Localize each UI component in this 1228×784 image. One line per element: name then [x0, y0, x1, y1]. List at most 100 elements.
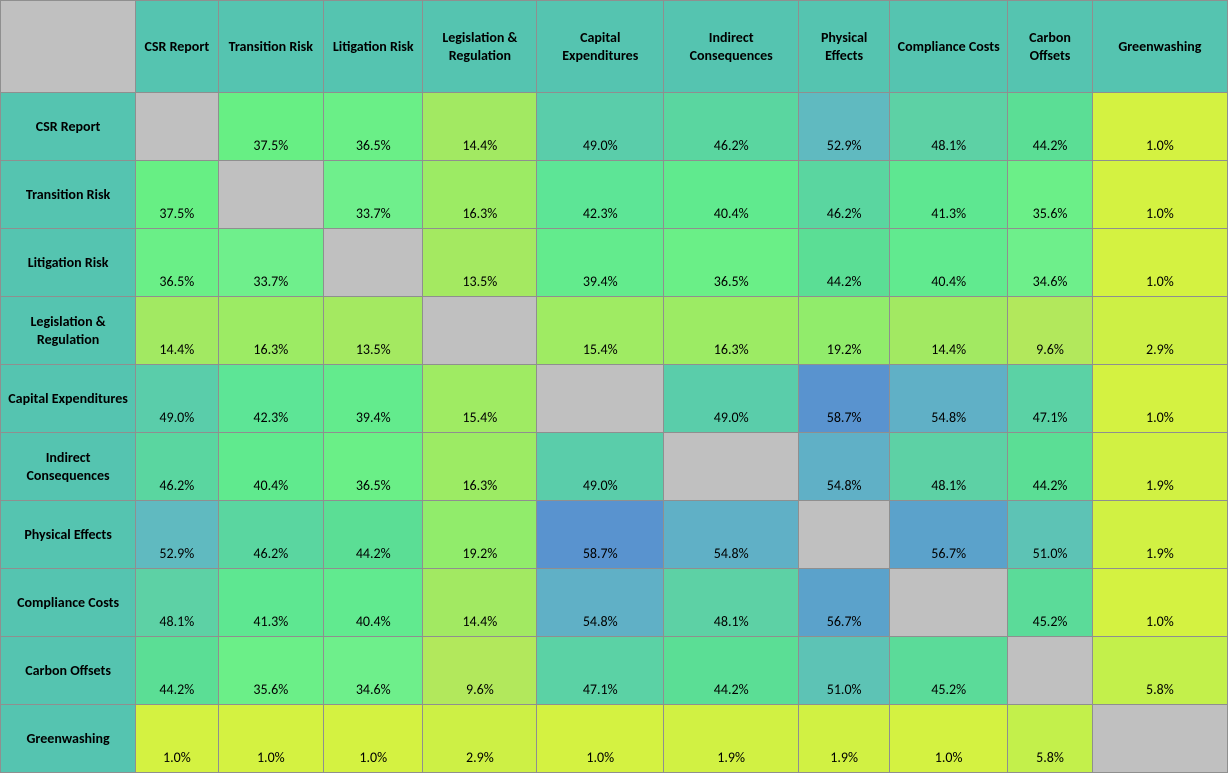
heatmap-cell: 48.1% — [890, 433, 1008, 501]
heatmap-cell: 37.5% — [218, 93, 324, 161]
heatmap-cell: 44.2% — [799, 229, 890, 297]
heatmap-cell: 54.8% — [799, 433, 890, 501]
col-header: Compliance Costs — [890, 1, 1008, 93]
diagonal-cell — [799, 501, 890, 569]
heatmap-cell: 58.7% — [537, 501, 664, 569]
heatmap-cell: 51.0% — [1008, 501, 1092, 569]
diagonal-cell — [324, 229, 423, 297]
heatmap-cell: 51.0% — [799, 637, 890, 705]
heatmap-cell: 35.6% — [1008, 161, 1092, 229]
heatmap-cell: 54.8% — [890, 365, 1008, 433]
heatmap-cell: 48.1% — [890, 93, 1008, 161]
heatmap-cell: 44.2% — [324, 501, 423, 569]
row-header: Greenwashing — [1, 705, 136, 773]
heatmap-cell: 52.9% — [136, 501, 218, 569]
heatmap-cell: 41.3% — [890, 161, 1008, 229]
heatmap-cell: 42.3% — [218, 365, 324, 433]
heatmap-cell: 48.1% — [136, 569, 218, 637]
heatmap-cell: 5.8% — [1092, 637, 1227, 705]
heatmap-cell: 1.0% — [537, 705, 664, 773]
heatmap-cell: 35.6% — [218, 637, 324, 705]
heatmap-cell: 19.2% — [423, 501, 537, 569]
heatmap-cell: 34.6% — [1008, 229, 1092, 297]
heatmap-cell: 1.0% — [218, 705, 324, 773]
row-header: CSR Report — [1, 93, 136, 161]
heatmap-cell: 1.0% — [1092, 569, 1227, 637]
heatmap-cell: 36.5% — [324, 93, 423, 161]
heatmap-cell: 36.5% — [324, 433, 423, 501]
heatmap-cell: 16.3% — [423, 161, 537, 229]
heatmap-cell: 33.7% — [218, 229, 324, 297]
heatmap-cell: 54.8% — [537, 569, 664, 637]
row-header: Legislation & Regulation — [1, 297, 136, 365]
table-row: Compliance Costs48.1%41.3%40.4%14.4%54.8… — [1, 569, 1228, 637]
table-row: Physical Effects52.9%46.2%44.2%19.2%58.7… — [1, 501, 1228, 569]
table-row: Litigation Risk36.5%33.7%13.5%39.4%36.5%… — [1, 229, 1228, 297]
row-header: Litigation Risk — [1, 229, 136, 297]
heatmap-cell: 46.2% — [664, 93, 799, 161]
heatmap-cell: 49.0% — [537, 93, 664, 161]
heatmap-cell: 1.9% — [1092, 433, 1227, 501]
col-header: Physical Effects — [799, 1, 890, 93]
table-row: Indirect Consequences46.2%40.4%36.5%16.3… — [1, 433, 1228, 501]
heatmap-cell: 1.0% — [1092, 161, 1227, 229]
diagonal-cell — [136, 93, 218, 161]
heatmap-cell: 44.2% — [664, 637, 799, 705]
heatmap-cell: 40.4% — [218, 433, 324, 501]
heatmap-cell: 47.1% — [537, 637, 664, 705]
col-header: CSR Report — [136, 1, 218, 93]
heatmap-cell: 9.6% — [1008, 297, 1092, 365]
heatmap-cell: 9.6% — [423, 637, 537, 705]
heatmap-cell: 1.0% — [890, 705, 1008, 773]
col-header: Carbon Offsets — [1008, 1, 1092, 93]
heatmap-cell: 46.2% — [218, 501, 324, 569]
row-header: Carbon Offsets — [1, 637, 136, 705]
heatmap-cell: 14.4% — [136, 297, 218, 365]
heatmap-cell: 39.4% — [324, 365, 423, 433]
heatmap-cell: 1.0% — [1092, 229, 1227, 297]
heatmap-cell: 5.8% — [1008, 705, 1092, 773]
heatmap-cell: 34.6% — [324, 637, 423, 705]
col-header: Indirect Consequences — [664, 1, 799, 93]
diagonal-cell — [664, 433, 799, 501]
col-header: Capital Expenditures — [537, 1, 664, 93]
heatmap-cell: 44.2% — [1008, 433, 1092, 501]
table-row: Legislation & Regulation14.4%16.3%13.5%1… — [1, 297, 1228, 365]
heatmap-cell: 47.1% — [1008, 365, 1092, 433]
heatmap-cell: 49.0% — [537, 433, 664, 501]
heatmap-cell: 56.7% — [890, 501, 1008, 569]
diagonal-cell — [1092, 705, 1227, 773]
heatmap-cell: 16.3% — [664, 297, 799, 365]
heatmap-cell: 14.4% — [890, 297, 1008, 365]
heatmap-cell: 16.3% — [218, 297, 324, 365]
heatmap-cell: 33.7% — [324, 161, 423, 229]
heatmap-cell: 14.4% — [423, 569, 537, 637]
heatmap-cell: 44.2% — [1008, 93, 1092, 161]
row-header: Transition Risk — [1, 161, 136, 229]
heatmap-cell: 15.4% — [537, 297, 664, 365]
heatmap-cell: 1.0% — [324, 705, 423, 773]
row-header: Indirect Consequences — [1, 433, 136, 501]
heatmap-cell: 1.0% — [136, 705, 218, 773]
heatmap-cell: 40.4% — [324, 569, 423, 637]
heatmap-cell: 2.9% — [1092, 297, 1227, 365]
heatmap-cell: 2.9% — [423, 705, 537, 773]
heatmap-cell: 13.5% — [423, 229, 537, 297]
table-row: Carbon Offsets44.2%35.6%34.6%9.6%47.1%44… — [1, 637, 1228, 705]
heatmap-cell: 36.5% — [136, 229, 218, 297]
table-row: CSR Report37.5%36.5%14.4%49.0%46.2%52.9%… — [1, 93, 1228, 161]
col-header: Transition Risk — [218, 1, 324, 93]
heatmap-cell: 41.3% — [218, 569, 324, 637]
heatmap-cell: 1.9% — [664, 705, 799, 773]
diagonal-cell — [218, 161, 324, 229]
heatmap-cell: 14.4% — [423, 93, 537, 161]
header-row: CSR ReportTransition RiskLitigation Risk… — [1, 1, 1228, 93]
heatmap-cell: 49.0% — [664, 365, 799, 433]
heatmap-cell: 19.2% — [799, 297, 890, 365]
diagonal-cell — [537, 365, 664, 433]
heatmap-cell: 58.7% — [799, 365, 890, 433]
heatmap-cell: 37.5% — [136, 161, 218, 229]
heatmap-cell: 56.7% — [799, 569, 890, 637]
diagonal-cell — [890, 569, 1008, 637]
table-row: Capital Expenditures49.0%42.3%39.4%15.4%… — [1, 365, 1228, 433]
